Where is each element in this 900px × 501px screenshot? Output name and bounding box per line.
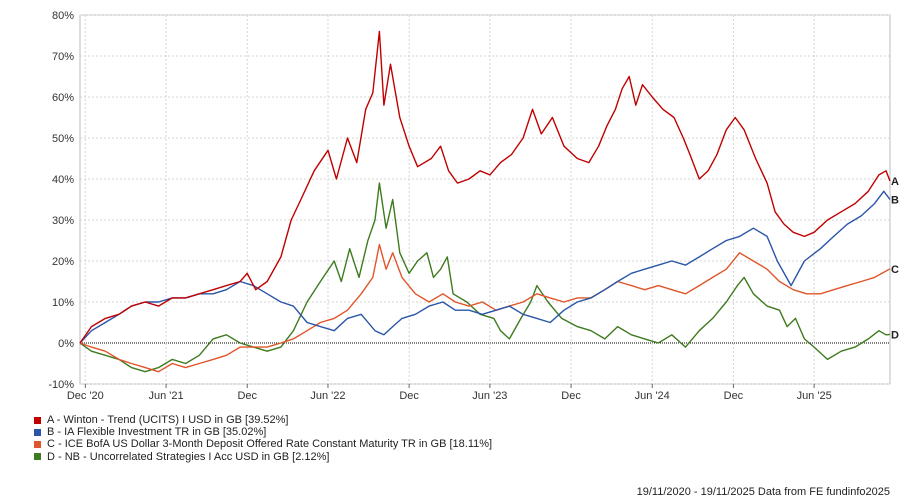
y-tick-label: 60% (52, 92, 74, 104)
end-label-b: B (891, 195, 899, 207)
x-tick-label: Dec (237, 390, 257, 400)
legend-item-a: A - Winton - Trend (UCITS) I USD in GB [… (34, 414, 492, 426)
data-source-footer: 19/11/2020 - 19/11/2025 Data from FE fun… (636, 486, 890, 498)
end-label-d: D (891, 329, 899, 341)
legend-label: D - NB - Uncorrelated Strategies I Acc U… (47, 450, 330, 463)
y-tick-label: -10% (48, 379, 74, 391)
x-tick-label: Jun '22 (310, 390, 345, 400)
legend-item-b: B - IA Flexible Investment TR in GB [35.… (34, 426, 492, 438)
legend-swatch (34, 453, 41, 461)
y-tick-label: 80% (52, 10, 74, 22)
legend: A - Winton - Trend (UCITS) I USD in GB [… (34, 414, 492, 463)
y-tick-label: 50% (52, 133, 74, 145)
y-tick-label: 40% (52, 174, 74, 186)
legend-label: C - ICE BofA US Dollar 3-Month Deposit O… (47, 438, 493, 451)
x-tick-label: Jun '21 (148, 390, 183, 400)
y-axis-ticks: -10% 0% 10% 20% 30% 40% 50% 60% 70% 80% (48, 10, 74, 391)
x-tick-label: Jun '24 (635, 390, 670, 400)
legend-swatch (34, 428, 41, 436)
series-line-c (79, 243, 891, 373)
end-label-c: C (891, 264, 899, 276)
series-line-b (79, 190, 891, 344)
series-line-d (79, 182, 891, 373)
grid (79, 14, 891, 385)
x-tick-label: Dec (561, 390, 581, 400)
x-tick-label: Jun '23 (472, 390, 507, 400)
legend-item-c: C - ICE BofA US Dollar 3-Month Deposit O… (34, 438, 492, 450)
y-tick-label: 20% (52, 256, 74, 268)
x-tick-label: Dec (724, 390, 744, 400)
series-line-a (79, 30, 891, 344)
legend-label: A - Winton - Trend (UCITS) I USD in GB [… (47, 414, 289, 426)
legend-label: B - IA Flexible Investment TR in GB [35.… (47, 426, 267, 439)
x-tick-label: Dec '20 (67, 390, 104, 400)
x-axis-ticks: Dec '20 Jun '21 Dec Jun '22 Dec Jun '23 Dec Jun… (67, 384, 832, 400)
y-tick-label: 0% (58, 338, 74, 350)
plot-frame (79, 14, 891, 385)
x-tick-label: Jun '25 (797, 390, 832, 400)
y-tick-label: 70% (52, 51, 74, 63)
y-tick-label: 10% (52, 297, 74, 309)
end-label-a: A (891, 176, 899, 188)
performance-chart: -10% 0% 10% 20% 30% 40% 50% 60% 70% 80% Dec '20 Ju… (48, 10, 899, 400)
y-tick-label: 30% (52, 215, 74, 227)
legend-swatch (34, 416, 41, 424)
series-lines (79, 30, 891, 373)
legend-item-d: D - NB - Uncorrelated Strategies I Acc U… (34, 451, 492, 463)
legend-swatch (34, 441, 41, 448)
x-tick-label: Dec (399, 390, 419, 400)
series-end-labels: AB C D (891, 176, 899, 341)
